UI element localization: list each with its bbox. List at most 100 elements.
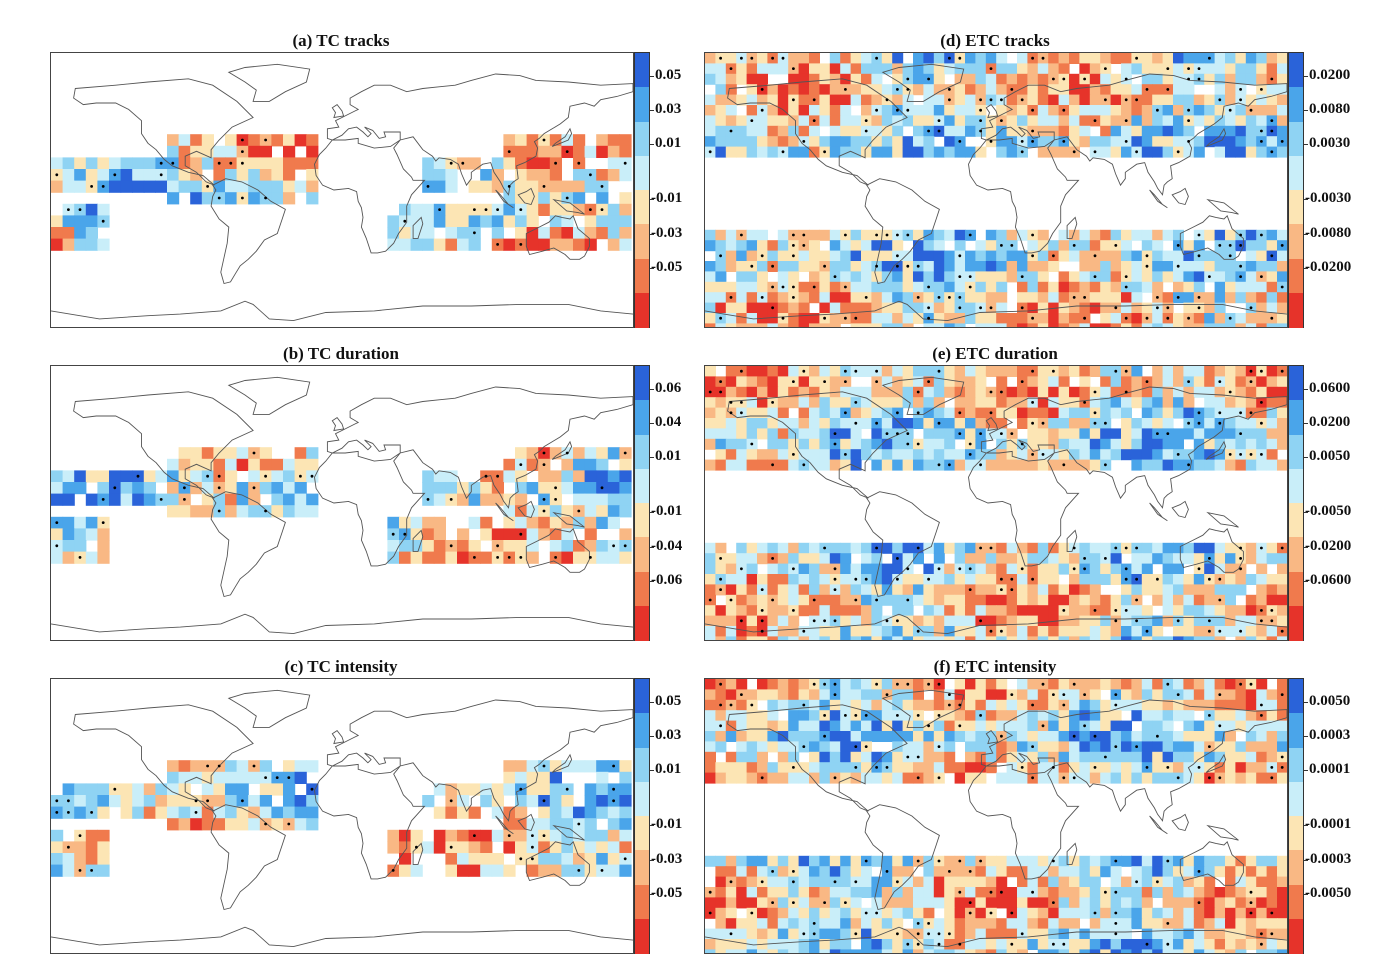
significance-dot	[968, 870, 972, 873]
heatmap-cell	[850, 94, 862, 106]
heatmap-cell	[881, 397, 893, 409]
heatmap-cell	[736, 292, 748, 304]
heatmap-cell	[757, 271, 768, 283]
significance-dot	[531, 845, 534, 849]
heatmap-cell	[871, 407, 883, 419]
heatmap-cell	[985, 313, 997, 324]
heatmap-cell	[809, 605, 820, 617]
heatmap-cell	[996, 710, 1008, 722]
heatmap-cell	[715, 323, 727, 327]
heatmap-cell	[850, 386, 862, 398]
heatmap-cell	[1048, 907, 1060, 919]
significance-dot	[979, 714, 982, 717]
heatmap-cell	[809, 428, 820, 440]
heatmap-cell	[491, 853, 504, 866]
heatmap-cell	[422, 551, 435, 564]
heatmap-cell	[1235, 313, 1247, 324]
heatmap-cell	[746, 918, 758, 930]
heatmap-cell	[178, 505, 191, 518]
significance-dot	[1020, 567, 1024, 571]
heatmap-cell	[1037, 887, 1049, 898]
heatmap-cell	[1225, 407, 1236, 419]
heatmap-cell	[1245, 261, 1257, 272]
heatmap-cell	[1006, 146, 1018, 158]
heatmap-cell	[1204, 866, 1216, 878]
heatmap-cell	[596, 470, 609, 483]
heatmap-cell	[881, 84, 893, 96]
heatmap-cell	[1235, 897, 1247, 909]
significance-dot	[217, 764, 221, 768]
significance-dot	[1197, 233, 1201, 237]
heatmap-cell	[1152, 250, 1164, 262]
heatmap-cell	[809, 146, 820, 158]
heatmap-cell	[965, 115, 976, 127]
heatmap-cell	[933, 281, 945, 293]
heatmap-cell	[788, 115, 800, 127]
heatmap-cell	[167, 783, 180, 796]
heatmap-cell	[996, 542, 1008, 554]
heatmap-cell	[1266, 584, 1278, 596]
heatmap-cell	[1173, 679, 1184, 690]
significance-dot	[554, 498, 557, 501]
heatmap-cell	[892, 949, 904, 953]
colorbar-segment	[635, 155, 649, 191]
heatmap-cell	[725, 418, 737, 429]
heatmap-cell	[933, 428, 945, 440]
heatmap-cell	[725, 376, 737, 388]
heatmap-cell	[1266, 459, 1278, 471]
heatmap-cell	[965, 366, 976, 377]
heatmap-cell	[1048, 449, 1060, 461]
significance-dot	[1093, 609, 1097, 612]
heatmap-cell	[892, 94, 904, 106]
heatmap-cell	[1037, 689, 1049, 701]
colorbar-tick-mark	[649, 736, 654, 738]
heatmap-cell	[1214, 438, 1226, 450]
heatmap-cell	[798, 125, 810, 137]
heatmap-cell	[705, 229, 716, 241]
heatmap-cell	[457, 853, 470, 866]
heatmap-cell	[757, 94, 768, 106]
heatmap-cell	[1256, 679, 1268, 690]
heatmap-cell	[902, 136, 914, 148]
heatmap-cell	[777, 407, 789, 419]
heatmap-cell	[1131, 689, 1143, 701]
significance-dot	[708, 890, 712, 894]
heatmap-cell	[767, 907, 779, 919]
heatmap-cell	[725, 636, 737, 640]
heatmap-cell	[1131, 731, 1143, 742]
heatmap-cell	[1266, 240, 1278, 252]
heatmap-cell	[954, 626, 966, 637]
heatmap-cell	[584, 853, 597, 866]
heatmap-cell	[584, 806, 597, 819]
heatmap-cell	[902, 897, 914, 909]
significance-dot	[1156, 880, 1159, 884]
heatmap-cell	[1162, 418, 1174, 429]
significance-dot	[1239, 453, 1242, 456]
heatmap-cell	[549, 795, 562, 808]
heatmap-cell	[1173, 407, 1184, 419]
heatmap-cell	[120, 180, 133, 193]
heatmap-cell	[85, 493, 98, 506]
significance-dot	[438, 208, 441, 212]
heatmap-cell	[1256, 146, 1268, 158]
significance-dot	[916, 296, 920, 299]
heatmap-cell	[736, 731, 748, 742]
significance-dot	[1041, 421, 1045, 425]
heatmap-cell	[850, 563, 862, 575]
significance-dot	[1239, 244, 1242, 247]
heatmap-cell	[1141, 73, 1153, 85]
heatmap-cell	[1006, 720, 1018, 732]
heatmap-cell	[1204, 73, 1216, 85]
heatmap-cell	[840, 751, 852, 763]
heatmap-cell	[725, 84, 737, 96]
heatmap-cell	[1069, 741, 1080, 753]
heatmap-cell	[965, 689, 976, 701]
heatmap-cell	[132, 493, 145, 506]
heatmap-cell	[777, 720, 789, 732]
heatmap-cell	[861, 397, 872, 409]
heatmap-cell	[736, 323, 748, 327]
significance-dot	[750, 264, 754, 268]
heatmap-cell	[97, 806, 110, 819]
heatmap-cell	[213, 783, 226, 796]
heatmap-cell	[923, 866, 935, 878]
